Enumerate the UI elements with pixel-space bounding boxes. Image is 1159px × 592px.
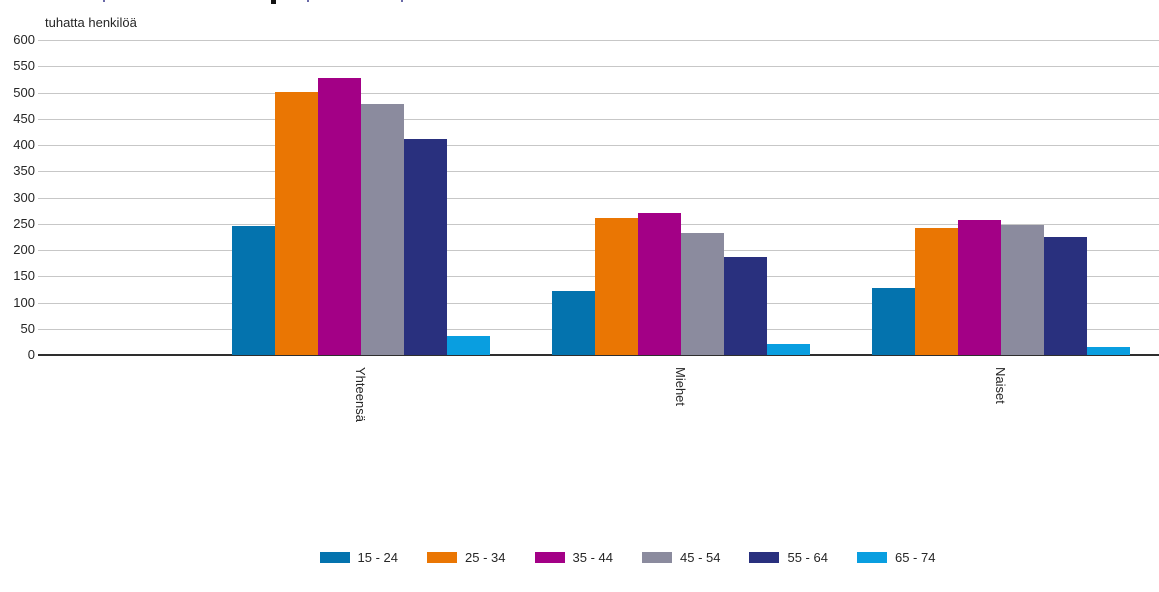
y-tick-label: 450	[13, 110, 35, 126]
y-tick-label: 150	[13, 268, 35, 284]
bar	[1044, 237, 1087, 355]
gridline	[38, 118, 1159, 120]
clipped-title-fragment	[307, 0, 309, 2]
bar	[595, 218, 638, 355]
legend-swatch	[749, 552, 780, 563]
bar	[915, 228, 958, 355]
y-tick-label: 350	[13, 163, 35, 179]
legend-label: 45 - 54	[680, 550, 721, 565]
gridline	[38, 171, 1159, 173]
legend-swatch	[427, 552, 458, 563]
clipped-title-fragment	[103, 0, 105, 2]
legend-label: 25 - 34	[465, 550, 506, 565]
legend-label: 55 - 64	[787, 550, 828, 565]
legend-item: 65 - 74	[856, 550, 936, 565]
bar	[724, 257, 767, 355]
y-tick-label: 200	[13, 242, 35, 257]
legend-label: 15 - 24	[357, 550, 399, 565]
plot-area	[38, 40, 1159, 356]
legend-item: 45 - 54	[642, 550, 720, 565]
y-tick-label: 250	[13, 215, 35, 231]
bar	[552, 291, 595, 355]
bar	[447, 336, 490, 355]
legend-item: 35 - 44	[534, 550, 613, 565]
y-tick-label: 550	[13, 58, 35, 74]
y-axis-unit-label: tuhatta henkilöä	[45, 15, 137, 30]
bar	[361, 104, 404, 355]
gridline	[38, 145, 1159, 146]
bar	[767, 344, 810, 355]
y-tick-label: 50	[20, 320, 35, 336]
legend-label: 65 - 74	[894, 550, 936, 565]
bar	[232, 226, 275, 355]
bar	[958, 220, 1001, 355]
legend-swatch	[319, 552, 350, 563]
legend-swatch	[642, 552, 672, 563]
legend: 15 - 24 25 - 34 35 - 44 45 - 54 55 - 64 65 - …	[48, 550, 1159, 565]
y-tick-label: 400	[13, 137, 35, 152]
legend-swatch	[856, 552, 887, 563]
gridline	[38, 66, 1159, 68]
category-label: Yhteensä	[353, 367, 368, 422]
x-axis-baseline	[38, 354, 1159, 356]
bar	[638, 213, 681, 355]
category-label: Naiset	[993, 367, 1008, 404]
legend-item: 25 - 34	[427, 550, 506, 565]
legend-item: 15 - 24	[319, 550, 399, 565]
y-tick-label: 600	[13, 32, 35, 47]
gridline	[38, 197, 1159, 199]
bar	[275, 92, 318, 355]
y-tick-label: 100	[13, 294, 35, 310]
bar	[1001, 225, 1044, 355]
legend-swatch	[534, 552, 565, 563]
y-tick-label: 500	[13, 84, 35, 100]
gridline	[38, 40, 1159, 41]
y-tick-label: 300	[13, 189, 35, 205]
legend-label: 35 - 44	[572, 550, 613, 565]
legend-item: 55 - 64	[749, 550, 828, 565]
category-label: Miehet	[673, 367, 688, 407]
y-tick-label: 0	[27, 347, 35, 362]
gridline	[38, 92, 1159, 94]
bar	[1087, 347, 1130, 355]
clipped-title-fragment	[401, 0, 403, 2]
bar	[872, 288, 915, 355]
bar	[404, 139, 447, 355]
clipped-title-fragment	[271, 0, 276, 4]
bar	[318, 78, 361, 355]
bar	[681, 233, 724, 355]
